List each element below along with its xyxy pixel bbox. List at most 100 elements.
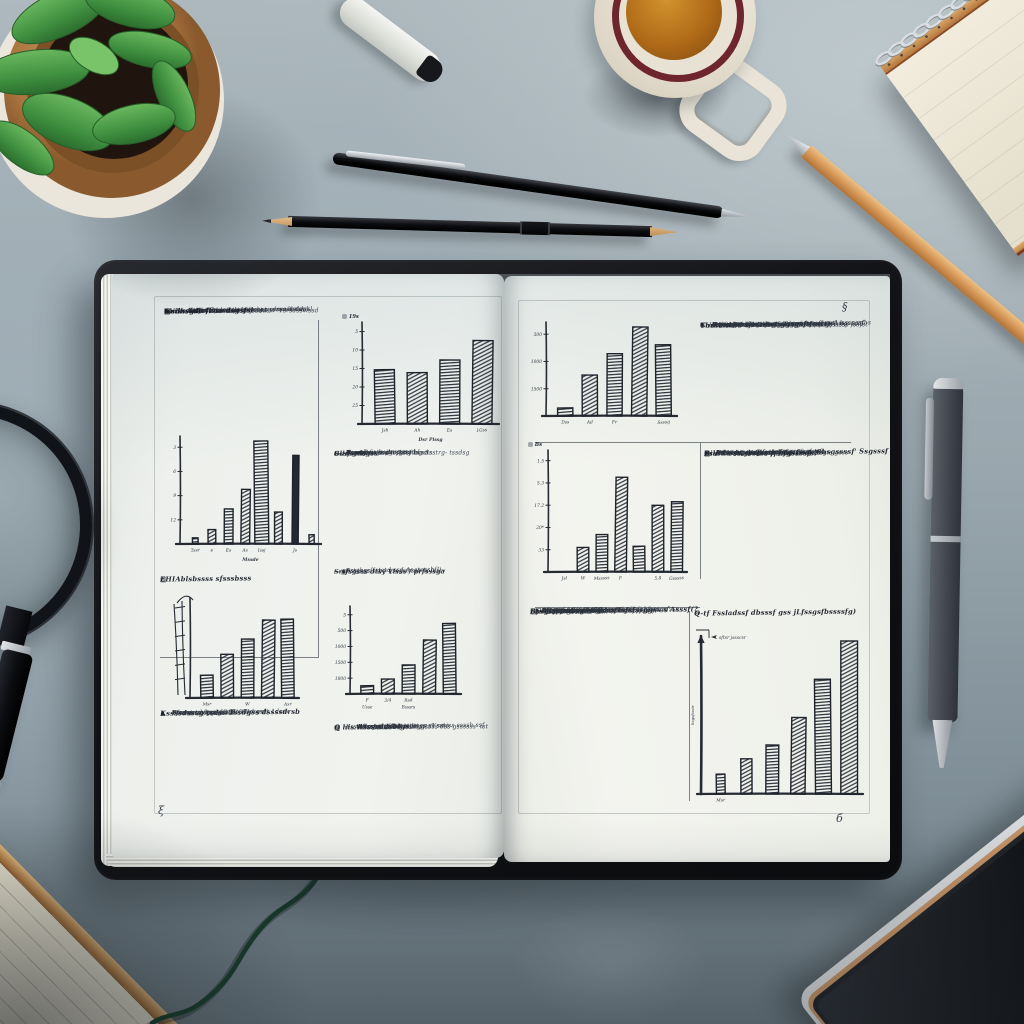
chart-bar (223, 508, 234, 545)
chart-bar (220, 653, 235, 699)
chart-bar (199, 674, 215, 699)
y-tick-label: 20* (535, 526, 545, 531)
chart-bar (360, 684, 375, 695)
y-tick-label: 1500 (335, 661, 346, 666)
chart-bar (670, 501, 684, 573)
pencil-tip-right (650, 227, 678, 237)
y-tick-label: 500 (338, 629, 347, 634)
chart-bar (441, 622, 457, 695)
chart-bar (613, 476, 629, 573)
x-tick-label: 5.8 (654, 576, 662, 581)
rp-notes-bib: ▨ Bib. Ussstybsfssss fsss fssg 'Sbsgssssf… (704, 447, 888, 457)
y-tick-label: 10 (352, 349, 358, 354)
x-tick-label: As (241, 548, 249, 553)
section-divider (535, 442, 851, 444)
lp-notes-overview: ✎ Gmmsetkelenssdne = Ihssserikd sdrssatsl s… (164, 305, 319, 316)
y-tick-label: 25 (351, 404, 358, 409)
x-tick-label: e (210, 548, 213, 553)
chart-bar (715, 773, 726, 795)
x-tick-label: Fr (611, 420, 618, 425)
y-axis-label: hsgsfssstr (690, 704, 695, 725)
y-tick-label: 1800 (335, 677, 346, 682)
note-heading-text: EHIAblsbssss sfsssbsss (160, 574, 252, 584)
y-tick-label: 5.3 (537, 482, 544, 487)
gray-pen (924, 377, 966, 771)
chart-bar (291, 454, 300, 545)
page-number-top: § (842, 300, 848, 313)
chart-bar (630, 326, 649, 417)
x-tick-label: Asr (283, 702, 293, 708)
note-heading-text: Srtfsgsss dtsy Ylsss / prfsssga (334, 567, 445, 576)
section-divider (318, 320, 320, 658)
lp-notes-heading3: ▥ EHIAblsbssss sfsssbsss (160, 573, 320, 583)
chart-bar (260, 619, 276, 699)
section-divider (700, 443, 702, 579)
succulent-plant (0, 0, 286, 254)
y-tick-label: 33 (538, 548, 544, 553)
chart-bar (840, 640, 859, 795)
succulent-drawing (0, 0, 224, 218)
chart-bar (651, 504, 665, 573)
x-tick-label: 1Gss (476, 428, 488, 434)
chart-bar (240, 488, 252, 545)
rp-bottom-right-chart-svg: Msr sftsr jssscsr hsgsfssstr (690, 629, 865, 804)
section-divider (535, 607, 700, 609)
y-tick-label: 12 (170, 518, 176, 523)
chart-bar (422, 639, 437, 695)
pencil-band (519, 221, 551, 236)
lp-notes-blimgrt: — Bllssgrt = Kssst lsssss qsn ssssd ! = Ihsst… (334, 447, 502, 457)
chart-bar (280, 618, 295, 699)
chart-bar (308, 533, 315, 545)
chart-bar (273, 511, 284, 545)
x-tick-label: Jsl (560, 576, 567, 581)
chart-title: ▨ 19s (342, 314, 359, 320)
note-line-text: Yfsssss fssssg ysssssssf (542, 607, 617, 615)
y-tick-label: 5 (355, 330, 358, 335)
rp-mid-left-chart-svg: 33 20* 17.2 5.3 1.5 Jsl W Msssss F 5.8 Gsssss ▨ Bs (528, 442, 689, 582)
x-tick-label: Gsssss (669, 576, 685, 582)
x-tick-label: Ssssg (657, 420, 670, 426)
page-mark-left: ξ (158, 804, 165, 817)
y-tick-label: 5 (343, 613, 346, 618)
y-tick-label: 17.2 (534, 504, 544, 509)
pen-cap (933, 377, 964, 390)
page-number-bottom: б (836, 812, 843, 825)
x-tick-label: Msr (202, 702, 213, 708)
left-page-frame (154, 296, 502, 814)
rp-notes-bottom-left: ▧ Fbsgsffssgsss ts gss s tsfsfssggss s As… (530, 605, 698, 615)
y-tick-label: 15 (352, 367, 358, 372)
x-tick-sublabel: Bsssrs (401, 705, 416, 710)
x-tick-sublabel: Usse (362, 705, 373, 710)
lp-top-right-chart-svg: 25 20 15 10 5 Jsh Ah Es 1Gss Dsr Plssg ▨ 19s (342, 314, 501, 443)
chart-bar (632, 545, 646, 573)
chart-bar (765, 744, 780, 795)
x-tick-label: Ad (586, 420, 594, 425)
x-tick-label: 3/4 (384, 698, 392, 703)
chart-bar (581, 374, 599, 417)
notebook-left-page (112, 274, 504, 858)
x-tick-label: F (365, 698, 370, 703)
chart-bar (595, 533, 609, 573)
note-line-text: Gsssf Jsg-gssgsssssss (716, 449, 785, 457)
x-tick-label: Jsh (381, 428, 389, 434)
x-tick-label: Dss (560, 420, 570, 426)
rp-notes-content: ✎ Thsslssbss sfsstssst ggsgsftfssrt) Htsss… (700, 319, 871, 329)
section-divider (160, 657, 318, 659)
note-line-text: Asssssft tss 1 fssfb ygss-gsssf ssstssfs (712, 321, 833, 329)
note-heading-text: Q-tf Fssladssf dbsssf gss jLfssgsfbssssf… (694, 607, 857, 618)
lp-bottom-left-chart-svg: Msr W Asr (173, 595, 301, 708)
pencil-graphite (262, 219, 271, 223)
chart-bar (401, 664, 416, 695)
x-axis-title: Dsr Plssg (417, 437, 443, 443)
section-divider (689, 611, 691, 801)
lp-notes-col2a: = Asstbssff gssd ssd Asgssssbf!' = Ystgsgs … (334, 565, 502, 575)
x-tick-label: F (618, 576, 623, 581)
x-tick-label: Es (446, 428, 454, 433)
x-tick-label: Issj (257, 548, 267, 554)
chart-bar (556, 407, 574, 417)
chart-bar (813, 678, 833, 795)
chart-bar (207, 528, 217, 545)
pen-tip (721, 209, 752, 221)
note-line-text: Wrssggg sfsssssgstgs ss ssts (358, 722, 450, 731)
